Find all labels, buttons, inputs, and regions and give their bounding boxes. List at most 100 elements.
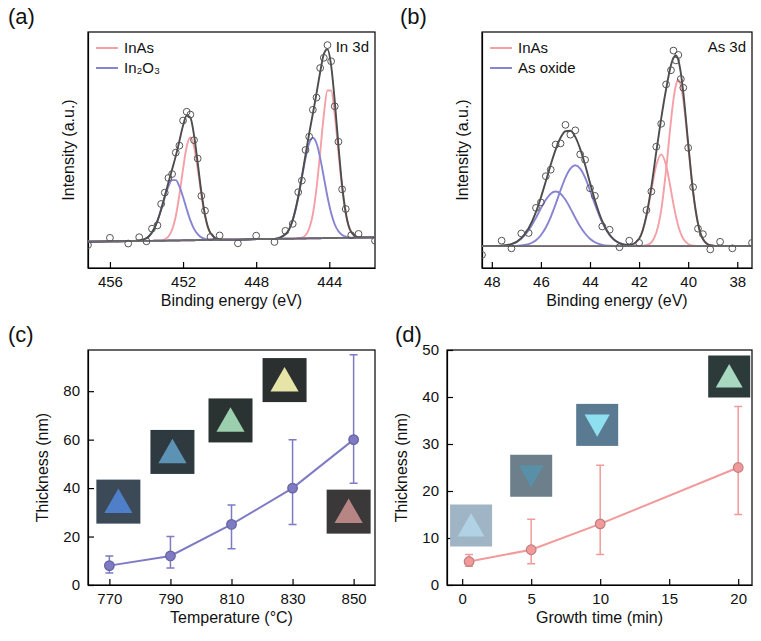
x-tick-label: 15 xyxy=(661,590,678,607)
x-tick: 810 xyxy=(219,579,244,607)
data-point xyxy=(663,81,670,88)
y-axis-title: Thickness (nm) xyxy=(34,413,51,522)
y-tick-label: 10 xyxy=(422,529,439,546)
inset-flake xyxy=(270,367,298,392)
data-point xyxy=(749,239,752,246)
data-point xyxy=(587,185,594,192)
x-axis: 770 790 810 830 850 xyxy=(89,579,376,607)
data-point xyxy=(372,237,375,244)
x-tick: 850 xyxy=(342,579,367,607)
annotation: In 3d xyxy=(336,38,369,55)
micrograph-inset xyxy=(708,356,750,398)
data-point xyxy=(643,207,650,214)
x-tick: 790 xyxy=(158,579,183,607)
fit-line xyxy=(88,138,375,242)
x-tick-label: 10 xyxy=(592,590,609,607)
panel-label: (c) xyxy=(8,322,34,347)
x-tick: 444 xyxy=(317,262,342,290)
data-point xyxy=(136,234,143,241)
y-tick-label: 40 xyxy=(63,479,80,496)
x-tick: 770 xyxy=(97,579,122,607)
x-tick-label: 448 xyxy=(244,273,269,290)
x-tick-mark xyxy=(462,579,463,585)
data-point xyxy=(668,67,675,74)
data-point xyxy=(577,151,584,158)
inset-background xyxy=(209,398,253,442)
data-point xyxy=(191,137,198,144)
inset-background xyxy=(263,358,307,402)
data-point xyxy=(533,205,540,212)
data-point xyxy=(295,189,302,196)
data-point xyxy=(339,186,346,193)
error-bar xyxy=(228,505,236,549)
panel: 456452448444InAsIn₂O₃In 3dBinding energy… xyxy=(8,4,378,309)
inset-background xyxy=(96,480,140,524)
data-point xyxy=(538,199,545,206)
plot-marks xyxy=(88,42,375,249)
data-point xyxy=(677,76,684,83)
data-point xyxy=(717,238,724,245)
inset-background xyxy=(708,356,750,398)
data-point xyxy=(464,557,474,567)
data-point xyxy=(685,144,692,151)
data-point xyxy=(525,230,532,237)
x-axis-line xyxy=(89,585,376,586)
y-tick-mark xyxy=(447,397,453,398)
data-point xyxy=(648,188,655,195)
y-tick: 40 xyxy=(63,479,94,496)
x-tick-mark xyxy=(639,262,640,268)
x-tick: 42 xyxy=(631,262,648,290)
data-point xyxy=(317,65,324,72)
y-tick-label: 0 xyxy=(72,576,80,593)
x-tick-mark xyxy=(492,262,493,268)
data-point xyxy=(282,227,289,234)
x-tick-mark xyxy=(669,579,670,585)
legend: InAsIn₂O₃ xyxy=(96,39,160,76)
x-tick-mark xyxy=(110,262,111,268)
data-point xyxy=(288,483,298,493)
micrograph-inset xyxy=(327,490,371,534)
data-point xyxy=(349,435,359,445)
legend-label: InAs xyxy=(124,39,154,56)
data-point xyxy=(700,231,707,238)
x-tick-label: 790 xyxy=(158,590,183,607)
data-point xyxy=(180,117,187,124)
data-point xyxy=(482,251,485,258)
plot-frame xyxy=(447,350,752,585)
x-tick-mark xyxy=(737,262,738,268)
data-point xyxy=(680,84,687,91)
data-point xyxy=(498,237,505,244)
y-axis xyxy=(482,33,483,269)
data-point xyxy=(253,232,260,239)
data-point xyxy=(207,234,214,241)
x-tick: 20 xyxy=(730,579,747,607)
data-point xyxy=(166,551,176,561)
legend: InAsAs oxide xyxy=(490,39,576,76)
y-axis: 01020304050 xyxy=(422,341,453,593)
series-line xyxy=(88,138,375,242)
y-axis-line xyxy=(88,351,89,586)
inset-flake xyxy=(458,513,485,537)
data-point xyxy=(675,52,682,59)
x-tick-label: 44 xyxy=(582,273,599,290)
data-point xyxy=(335,138,342,145)
fit-line xyxy=(88,180,375,242)
data-point xyxy=(324,42,331,49)
data-point xyxy=(626,237,633,244)
x-tick-mark xyxy=(688,262,689,268)
x-tick-label: 0 xyxy=(459,590,467,607)
data-point xyxy=(165,175,172,182)
x-axis-title: Growth time (min) xyxy=(536,609,663,626)
y-tick-label: 50 xyxy=(422,341,439,358)
error-bar xyxy=(527,519,535,564)
data-point xyxy=(355,231,362,238)
plot-marks xyxy=(482,47,752,258)
legend-swatch xyxy=(96,67,118,69)
x-tick: 830 xyxy=(281,579,306,607)
data-point xyxy=(690,184,697,191)
data-point xyxy=(653,143,660,150)
error-bar xyxy=(596,465,604,554)
y-axis-title: Intensity (a.u.) xyxy=(60,99,77,200)
data-point xyxy=(309,106,316,113)
y-tick: 40 xyxy=(422,388,453,405)
